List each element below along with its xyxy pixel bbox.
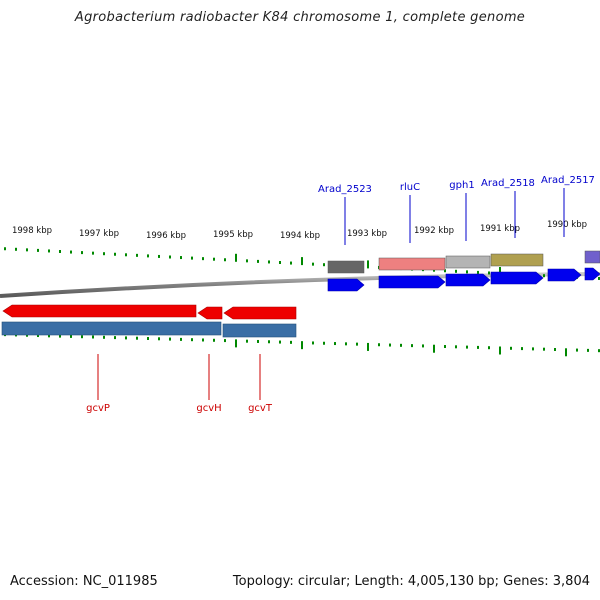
tick-label: 1998 kbp (12, 226, 52, 236)
gene-product-bar[interactable] (584, 250, 600, 264)
gene-label[interactable]: gcvH (196, 403, 221, 414)
tick-label: 1995 kbp (213, 230, 253, 240)
tick-label: 1992 kbp (414, 226, 454, 236)
tick-label: 1994 kbp (280, 231, 320, 241)
gene-label[interactable]: Arad_2517 (541, 175, 595, 186)
tick-label: 1996 kbp (146, 231, 186, 241)
tick-label: 1991 kbp (480, 224, 520, 234)
gene-product-bar[interactable] (327, 260, 365, 274)
gene-product-bar[interactable] (445, 255, 491, 269)
gene-arrow[interactable] (378, 275, 446, 289)
gene-arrow[interactable] (197, 306, 223, 320)
gene-arrow[interactable] (2, 304, 197, 318)
gene-label[interactable]: Arad_2523 (318, 184, 372, 195)
gene-arrow[interactable] (445, 273, 491, 287)
gene-label[interactable]: Arad_2518 (481, 178, 535, 189)
gene-label[interactable]: rluC (400, 182, 420, 193)
gene-label[interactable]: gcvP (86, 403, 110, 414)
gene-product-bar[interactable] (1, 321, 222, 336)
genome-title: Agrobacterium radiobacter K84 chromosome… (74, 10, 526, 25)
gene-label[interactable]: gcvT (248, 403, 273, 414)
gene-arrow[interactable] (327, 278, 365, 292)
accession-text: Accession: NC_011985 (10, 574, 158, 589)
gene-product-bar[interactable] (222, 323, 297, 338)
gene-arrow[interactable] (547, 268, 582, 282)
gene-product-bar[interactable] (378, 257, 446, 271)
gene-arrow[interactable] (584, 267, 600, 281)
gene-label[interactable]: gph1 (449, 180, 474, 191)
gene-product-bar[interactable] (490, 253, 544, 267)
tick-label: 1993 kbp (347, 229, 387, 239)
topology-summary: Topology: circular; Length: 4,005,130 bp… (232, 574, 590, 589)
gene-arrow[interactable] (223, 306, 297, 320)
tick-label: 1990 kbp (547, 220, 587, 230)
tick-label: 1997 kbp (79, 229, 119, 239)
gene-arrow[interactable] (490, 271, 544, 285)
